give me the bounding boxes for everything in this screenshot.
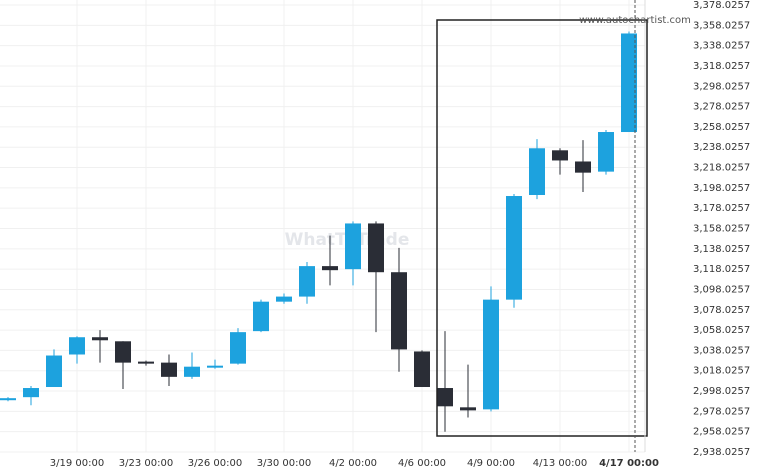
candle-body bbox=[598, 132, 614, 172]
x-tick-label: 3/19 00:00 bbox=[50, 458, 104, 469]
y-tick-label: 2,998.0257 bbox=[693, 386, 750, 397]
candle-body bbox=[69, 337, 85, 355]
candle-body bbox=[368, 223, 384, 273]
y-tick-label: 3,318.0257 bbox=[693, 61, 750, 72]
y-tick-label: 3,338.0257 bbox=[693, 41, 750, 52]
candle-body bbox=[575, 161, 591, 173]
x-tick-label: 3/23 00:00 bbox=[119, 458, 173, 469]
y-tick-label: 3,138.0257 bbox=[693, 244, 750, 255]
x-tick-label: 4/13 00:00 bbox=[533, 458, 587, 469]
y-tick-label: 3,078.0257 bbox=[693, 305, 750, 316]
candle-body bbox=[138, 361, 154, 364]
y-tick-label: 3,218.0257 bbox=[693, 163, 750, 174]
candle-body bbox=[46, 355, 62, 388]
y-tick-label: 3,238.0257 bbox=[693, 142, 750, 153]
candle-body bbox=[299, 266, 315, 297]
candle-body bbox=[621, 33, 637, 133]
x-tick-label: 4/6 00:00 bbox=[398, 458, 446, 469]
pattern-box bbox=[436, 19, 648, 437]
candle-body bbox=[460, 407, 476, 411]
y-tick-label: 3,378.0257 bbox=[693, 0, 750, 11]
candle-body bbox=[276, 296, 292, 302]
candle-body bbox=[414, 351, 430, 388]
y-tick-label: 2,958.0257 bbox=[693, 427, 750, 438]
y-tick-label: 3,098.0257 bbox=[693, 284, 750, 295]
candle-body bbox=[253, 301, 269, 332]
y-tick-label: 3,178.0257 bbox=[693, 203, 750, 214]
candle-body bbox=[23, 388, 39, 398]
y-tick-label: 3,118.0257 bbox=[693, 264, 750, 275]
candle-body bbox=[552, 150, 568, 161]
y-tick-label: 3,358.0257 bbox=[693, 20, 750, 31]
y-tick-label: 3,198.0257 bbox=[693, 183, 750, 194]
candle-body bbox=[0, 398, 16, 401]
candle-body bbox=[161, 362, 177, 377]
candle-body bbox=[529, 148, 545, 196]
candle-body bbox=[391, 272, 407, 350]
y-tick-label: 3,278.0257 bbox=[693, 102, 750, 113]
candle-body bbox=[322, 266, 338, 271]
y-tick-label: 3,158.0257 bbox=[693, 224, 750, 235]
candle-body bbox=[230, 332, 246, 364]
y-tick-label: 3,298.0257 bbox=[693, 81, 750, 92]
y-tick-label: 3,018.0257 bbox=[693, 366, 750, 377]
y-tick-label: 3,038.0257 bbox=[693, 345, 750, 356]
x-tick-label: 3/26 00:00 bbox=[188, 458, 242, 469]
candle-body bbox=[207, 365, 223, 368]
y-tick-label: 3,258.0257 bbox=[693, 122, 750, 133]
candle-body bbox=[115, 341, 131, 363]
x-tick-label: 4/2 00:00 bbox=[329, 458, 377, 469]
x-tick-label: 3/30 00:00 bbox=[257, 458, 311, 469]
candle-body bbox=[184, 366, 200, 377]
candle-body bbox=[345, 223, 361, 270]
autochartist-watermark: www.autochartist.com bbox=[579, 15, 691, 26]
y-tick-label: 2,978.0257 bbox=[693, 406, 750, 417]
y-tick-label: 3,058.0257 bbox=[693, 325, 750, 336]
candle-body bbox=[483, 299, 499, 410]
y-tick-label: 2,938.0257 bbox=[693, 447, 750, 458]
labels: 2,938.0257 2,958.0257 2,978.0257 2,998.0257… bbox=[50, 0, 750, 469]
candle-body bbox=[92, 337, 108, 341]
candles bbox=[0, 31, 637, 432]
candle-body bbox=[506, 196, 522, 300]
x-tick-label: 4/17 00:00 bbox=[599, 458, 659, 469]
x-tick-label: 4/9 00:00 bbox=[467, 458, 515, 469]
candle-body bbox=[437, 388, 453, 407]
